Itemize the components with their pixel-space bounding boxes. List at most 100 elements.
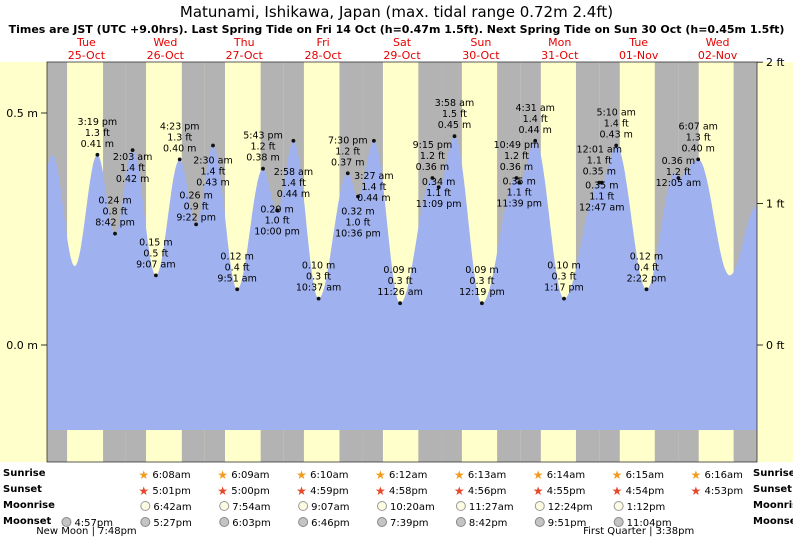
- tide-event-label-line: 1.0 ft: [345, 218, 370, 229]
- day-header-name: Tue: [76, 36, 96, 49]
- sunrise-icon: ★: [612, 468, 623, 482]
- tide-event-dot: [211, 143, 215, 148]
- tide-event-label-line: 1:17 pm: [544, 283, 584, 294]
- moonrise-time: 12:24pm: [548, 502, 593, 513]
- sunrise-icon: ★: [454, 468, 465, 482]
- tide-event-label-line: 0.35 m: [585, 181, 618, 192]
- tide-event-label-line: 0.43 m: [599, 129, 632, 140]
- tide-event-label-line: 0.10 m: [547, 261, 580, 272]
- tide-event-dot: [517, 180, 522, 185]
- tide-event-label-line: 10:49 pm: [494, 140, 540, 151]
- tide-event-label-line: 9:51 am: [217, 273, 256, 284]
- moonrise-icon: [613, 501, 624, 511]
- tide-event-label-line: 7:30 pm: [328, 135, 368, 146]
- tide-event-label-line: 0.5 ft: [143, 248, 168, 259]
- tide-event-dot: [177, 157, 182, 162]
- moonrise-icon: [455, 501, 466, 511]
- tide-event-label-line: 0.35 m: [502, 177, 535, 188]
- sunset-icon: ★: [375, 484, 386, 498]
- tide-event-label-line: 0.26 m: [179, 190, 212, 201]
- moonset-row-label-left: Moonset: [3, 516, 52, 527]
- tide-event-dot: [398, 301, 402, 306]
- tide-event-dot: [261, 166, 265, 171]
- tide-event-label-line: 11:26 am: [377, 287, 422, 298]
- sunset-icon: ★: [138, 484, 149, 498]
- sunset-row-label-left: Sunset: [3, 484, 42, 495]
- tide-event-label-line: 5:43 pm: [243, 131, 283, 142]
- tide-event-dot: [676, 176, 681, 180]
- sunrise-time: 6:10am: [310, 470, 348, 481]
- tide-event-label-line: 0.12 m: [630, 251, 663, 262]
- tide-event-label-line: 1.4 ft: [361, 182, 386, 193]
- moonrise-time: 6:42am: [153, 502, 191, 513]
- moonset-time: 8:42pm: [469, 518, 508, 529]
- tide-event-label-line: 3:58 am: [435, 98, 474, 109]
- sunset-time: 4:54pm: [626, 486, 665, 497]
- tide-event-dot: [291, 138, 296, 143]
- tide-event-label-line: 0.37 m: [331, 157, 364, 168]
- tide-event-label-line: 0.3 ft: [469, 276, 494, 287]
- right-axis-label: 1 ft: [766, 198, 785, 211]
- tide-event-label-line: 0.09 m: [465, 265, 498, 276]
- tide-event-dot: [430, 176, 435, 180]
- tide-event-dot: [154, 273, 158, 278]
- tide-event-label-line: 5:10 am: [596, 107, 635, 118]
- moonset-time: 9:51pm: [548, 518, 587, 529]
- tide-event-label-line: 1.3 ft: [85, 128, 110, 139]
- sunrise-icon: ★: [533, 468, 544, 482]
- tide-event-label-line: 9:15 pm: [413, 140, 453, 151]
- tide-event-label-line: 2:03 am: [113, 152, 152, 163]
- tide-event-label-line: 0.3 ft: [388, 276, 413, 287]
- tide-event-label-line: 3:19 pm: [78, 117, 118, 128]
- tide-event-dot: [644, 287, 649, 292]
- tide-event-dot: [113, 231, 117, 236]
- tide-event-label-line: 4:31 am: [515, 103, 554, 114]
- day-header-name: Tue: [628, 36, 648, 49]
- moonset-time: 11:04pm: [627, 518, 672, 529]
- tide-event-label-line: 0.35 m: [583, 167, 616, 178]
- tide-event-label-line: 0.12 m: [220, 251, 253, 262]
- tide-event-dot: [130, 148, 135, 153]
- tide-event-label-line: 12:19 pm: [459, 287, 505, 298]
- moonrise-icon: [377, 501, 387, 511]
- tide-event-label-line: 0.4 ft: [634, 262, 659, 273]
- sunset-icon: ★: [612, 484, 623, 498]
- sunrise-icon: ★: [691, 468, 702, 482]
- moonset-icon: [61, 517, 72, 527]
- day-header-name: Mon: [548, 36, 571, 49]
- tide-event-label-line: 0.43 m: [196, 177, 229, 188]
- right-axis-label: 0 ft: [766, 339, 785, 352]
- tide-event-label-line: 10:37 am: [296, 283, 341, 294]
- sunrise-time: 6:14am: [547, 470, 585, 481]
- tide-event-label-line: 0.10 m: [302, 261, 335, 272]
- tide-event-label-line: 2:30 am: [193, 155, 232, 166]
- left-axis-label: 0.5 m: [6, 107, 38, 120]
- plot-border: [46, 61, 758, 463]
- tide-event-label-line: 0.41 m: [81, 139, 114, 150]
- day-header-name: Sun: [470, 36, 491, 49]
- moonrise-icon: [140, 501, 151, 511]
- moonset-icon: [613, 517, 624, 527]
- tide-event-label-line: 0.40 m: [163, 143, 196, 154]
- tide-event-label-line: 0.36 m: [662, 156, 695, 167]
- moonset-icon: [298, 517, 309, 527]
- tide-event-dot: [436, 185, 441, 190]
- day-header-name: Sat: [393, 36, 412, 49]
- moonrise-icon: [534, 501, 545, 511]
- tide-event-dot: [316, 296, 321, 301]
- sunrise-row-label-left: Sunrise: [3, 468, 46, 479]
- day-header-date: 02-Nov: [698, 49, 738, 62]
- tide-event-label-line: 1.4 ft: [281, 178, 306, 189]
- moon-phase-first-quarter: First Quarter | 3:38pm: [583, 526, 695, 537]
- day-header-date: 26-Oct: [147, 49, 185, 62]
- moonrise-row-label-right: Moonrise: [753, 500, 793, 511]
- tide-event-label-line: 1.2 ft: [335, 146, 360, 157]
- sunset-icon: ★: [691, 484, 702, 498]
- tide-event-dot: [452, 134, 457, 139]
- tide-event-label-line: 0.15 m: [139, 237, 172, 248]
- right-axis-label: 2 ft: [766, 56, 785, 69]
- moonrise-icon: [298, 501, 309, 511]
- sunrise-time: 6:08am: [152, 470, 190, 481]
- moonset-icon: [219, 517, 230, 527]
- tide-event-label-line: 1.4 ft: [523, 114, 548, 125]
